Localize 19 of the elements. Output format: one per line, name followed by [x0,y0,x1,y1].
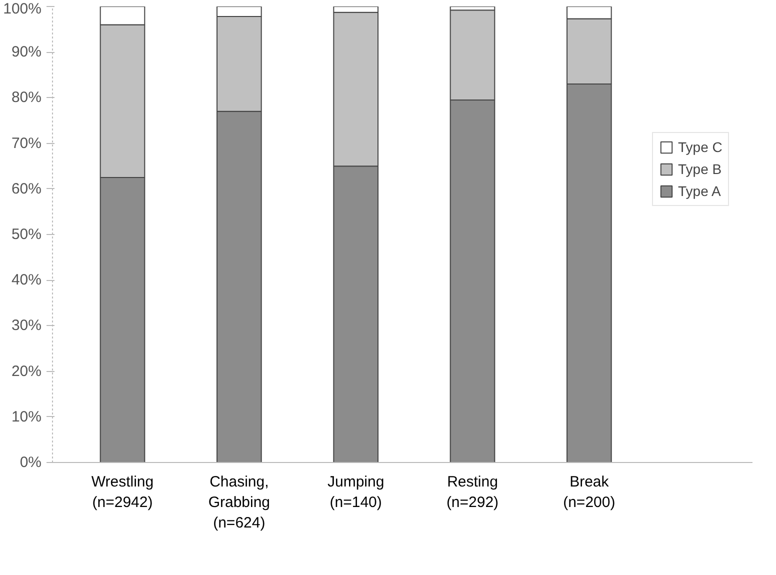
x-tick-label: Break (n=200) [563,474,616,511]
y-tick-label: 100% [3,0,42,18]
legend-label: Type B [678,161,722,177]
legend-label: Type C [678,139,722,155]
y-tick-label: 60% [11,180,42,198]
y-tick-label: 10% [11,408,42,426]
x-tick-label: Jumping (n=140) [327,474,384,511]
y-tick-label: 90% [11,44,42,61]
x-tick-label: Chasing, Grabbing (n=624) [208,474,270,532]
y-tick-label: 80% [11,89,42,106]
y-tick-label: 70% [11,134,42,152]
y-tick-label: 30% [11,317,42,334]
legend-label: Type A [678,183,721,199]
y-tick-label: 50% [11,226,42,243]
y-tick-label: 40% [11,272,42,289]
x-tick-label: Wrestling (n=2942) [91,474,154,511]
x-tick-label: Resting (n=292) [446,474,499,511]
y-tick-label: 0% [20,454,42,471]
y-tick-label: 20% [11,362,42,380]
